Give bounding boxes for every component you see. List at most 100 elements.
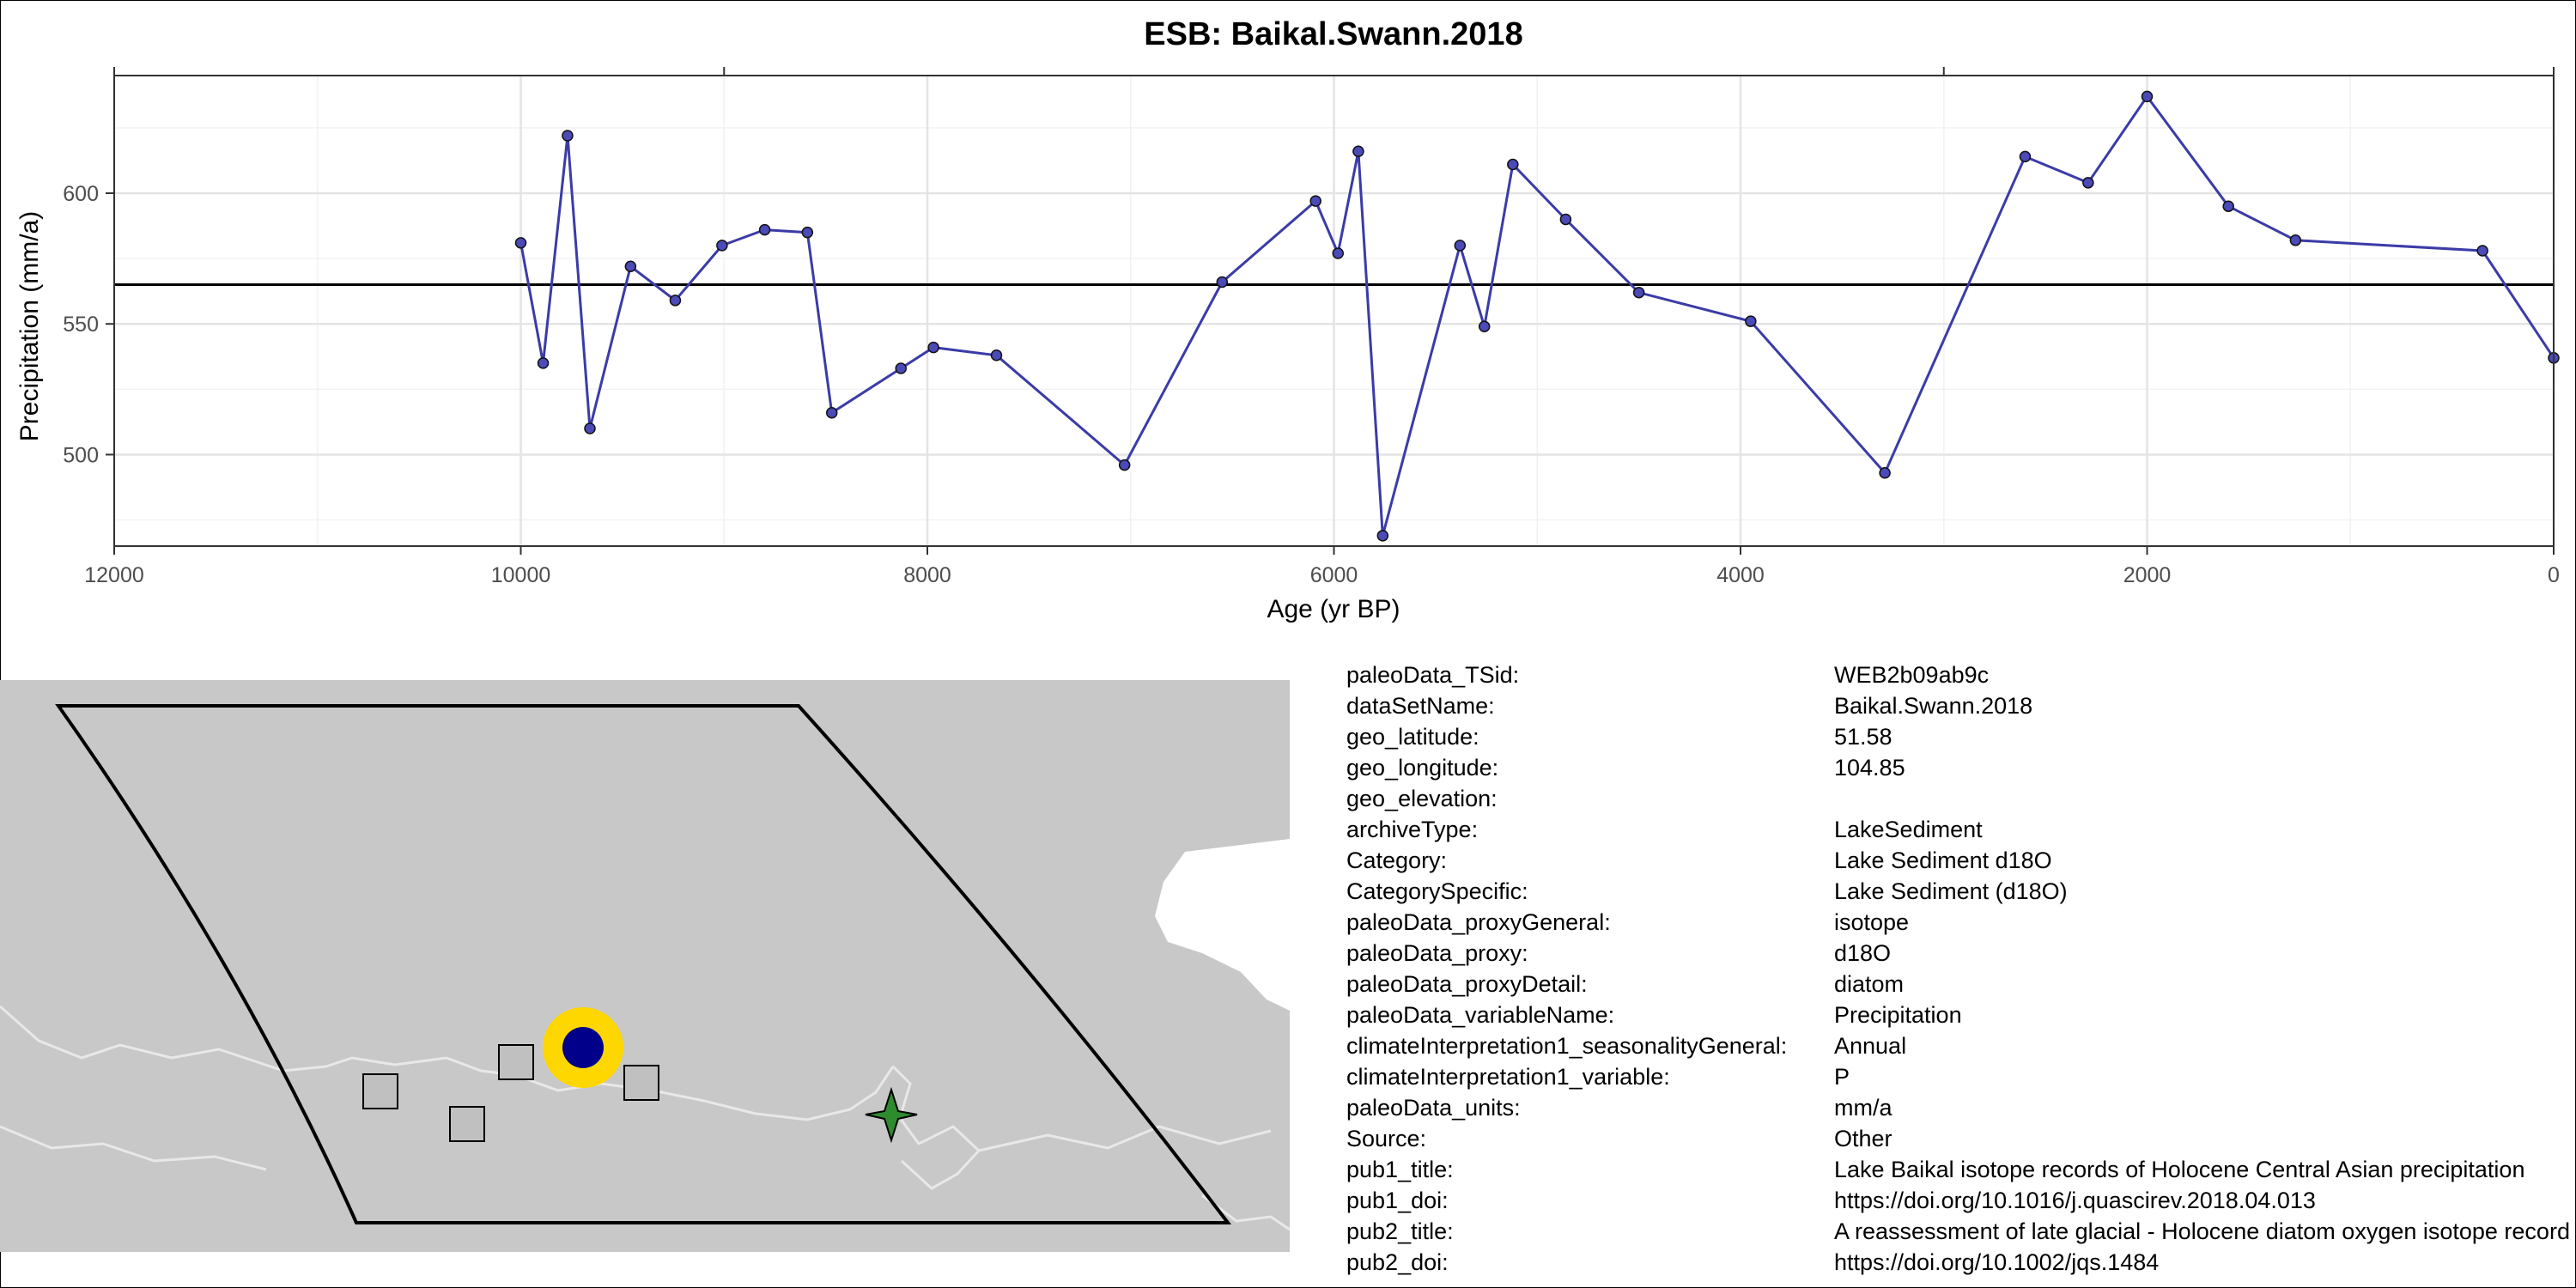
data-point <box>758 223 771 236</box>
metadata-row: Category: Lake Sediment d18O <box>1346 845 2576 876</box>
metadata-row: paleoData_variableName: Precipitation <box>1346 999 2576 1030</box>
water-body <box>1155 839 1290 1011</box>
metadata-key: geo_latitude: <box>1346 724 1479 750</box>
metadata-value: https://doi.org/10.1002/jqs.1484 <box>1834 1249 2160 1275</box>
data-point <box>2141 90 2154 103</box>
metadata-row: paleoData_proxyGeneral: isotope <box>1346 907 2576 938</box>
data-point <box>1118 459 1131 471</box>
data-point <box>669 295 682 307</box>
data-point <box>1559 213 1572 226</box>
country-border <box>0 1005 895 1121</box>
metadata-row: pub2_doi: https://doi.org/10.1002/jqs.148… <box>1346 1247 2576 1278</box>
country-border <box>0 1125 267 1171</box>
four-point-star-icon <box>865 1086 918 1144</box>
metadata-table: paleoData_TSid: WEB2b09ab9c dataSetName: Ba… <box>1346 659 2576 1278</box>
data-point <box>1632 286 1645 299</box>
map-land <box>0 680 1290 1252</box>
metadata-value: Baikal.Swann.2018 <box>1834 693 2033 719</box>
metadata-key: geo_elevation: <box>1346 786 1498 811</box>
data-point <box>624 260 637 272</box>
data-point <box>537 357 550 369</box>
metadata-value: Lake Sediment (d18O) <box>1834 878 2068 904</box>
metadata-row: pub1_doi: https://doi.org/10.1016/j.quasc… <box>1346 1185 2576 1216</box>
country-border <box>1201 1194 1290 1231</box>
metadata-value: isotope <box>1834 909 1910 935</box>
metadata-row: paleoData_proxy: d18O <box>1346 938 2576 969</box>
square-marker-icon <box>623 1065 659 1101</box>
metadata-key: CategorySpecific: <box>1346 878 1528 904</box>
tick-labels: 12000 10000 8000 6000 4000 2000 0 500 550 600 <box>63 182 2560 587</box>
metadata-row: archiveType: LakeSediment <box>1346 814 2576 845</box>
metadata-key: Category: <box>1346 848 1448 873</box>
y-axis-label: Precipitation (mm/a) <box>15 211 44 441</box>
data-point <box>2082 177 2094 189</box>
x-tick-label: 8000 <box>903 563 951 587</box>
x-tick-label: 2000 <box>2123 563 2172 587</box>
axes <box>106 67 2555 555</box>
metadata-row: dataSetName: Baikal.Swann.2018 <box>1346 690 2576 721</box>
data-point <box>1745 315 1757 327</box>
metadata-row: CategorySpecific: Lake Sediment (d18O) <box>1346 876 2576 907</box>
region-boundary <box>55 704 1232 1224</box>
data-point <box>990 349 1003 361</box>
metadata-value: https://doi.org/10.1016/j.quascirev.2018… <box>1834 1188 2316 1213</box>
chart-title: ESB: Baikal.Swann.2018 <box>1144 16 1522 52</box>
metadata-value: Annual <box>1834 1033 1907 1059</box>
x-tick-label: 10000 <box>491 563 551 587</box>
metadata-value: A reassessment of late glacial - Holocen… <box>1834 1218 2570 1244</box>
metadata-key: geo_longitude: <box>1346 755 1499 781</box>
data-point <box>514 237 527 249</box>
data-point <box>1507 158 1519 171</box>
data-point <box>1376 530 1389 542</box>
y-tick-label: 500 <box>63 443 99 467</box>
metadata-key: climateInterpretation1_variable: <box>1346 1064 1670 1090</box>
data-point <box>927 341 939 354</box>
data-point <box>716 240 728 252</box>
country-border <box>978 1125 1272 1152</box>
metadata-key: paleoData_TSid: <box>1346 662 1520 688</box>
metadata-value: P <box>1834 1064 1850 1090</box>
metadata-value: mm/a <box>1834 1095 1893 1121</box>
data-point <box>562 130 574 142</box>
metadata-key: paleoData_proxyDetail: <box>1346 971 1588 997</box>
data-point <box>895 362 907 374</box>
data-point <box>1332 247 1344 259</box>
y-tick-label: 600 <box>63 182 99 206</box>
data-point <box>825 406 838 419</box>
metadata-key: paleoData_variableName: <box>1346 1002 1615 1028</box>
metadata-row: geo_elevation: <box>1346 783 2576 814</box>
data-point <box>2222 200 2234 212</box>
metadata-key: climateInterpretation1_seasonalityGenera… <box>1346 1033 1788 1059</box>
square-marker-icon <box>449 1106 485 1142</box>
metadata-row: paleoData_TSid: WEB2b09ab9c <box>1346 659 2576 690</box>
metadata-key: paleoData_proxyGeneral: <box>1346 909 1611 935</box>
metadata-value: 51.58 <box>1834 724 1893 750</box>
metadata-value: LakeSediment <box>1834 817 1983 842</box>
square-marker-icon <box>362 1073 398 1109</box>
y-tick-label: 550 <box>63 313 99 337</box>
x-tick-label: 0 <box>2548 563 2560 587</box>
x-tick-label: 12000 <box>84 563 144 587</box>
metadata-key: pub2_doi: <box>1346 1249 1449 1275</box>
metadata-row: climateInterpretation1_variable: P <box>1346 1061 2576 1092</box>
metadata-row: pub2_title: A reassessment of late glacia… <box>1346 1216 2576 1247</box>
metadata-row: pub1_title: Lake Baikal isotope records o… <box>1346 1154 2576 1185</box>
country-border <box>891 1065 981 1190</box>
data-point <box>1879 467 1891 479</box>
metadata-value: WEB2b09ab9c <box>1834 662 1990 688</box>
metadata-row: paleoData_units: mm/a <box>1346 1092 2576 1123</box>
metadata-key: paleoData_units: <box>1346 1095 1521 1121</box>
metadata-key: pub2_title: <box>1346 1218 1454 1244</box>
metadata-row: geo_latitude: 51.58 <box>1346 721 2576 752</box>
metadata-row: geo_longitude: 104.85 <box>1346 752 2576 783</box>
target-circle-icon <box>543 1007 623 1088</box>
metadata-key: paleoData_proxy: <box>1346 940 1528 966</box>
metadata-key: pub1_doi: <box>1346 1188 1449 1213</box>
metadata-key: dataSetName: <box>1346 693 1495 719</box>
location-map <box>0 680 1290 1252</box>
data-point <box>2476 245 2488 257</box>
data-point <box>801 226 814 239</box>
x-axis-label: Age (yr BP) <box>1267 595 1400 623</box>
data-point <box>2019 150 2032 163</box>
x-tick-label: 6000 <box>1310 563 1358 587</box>
